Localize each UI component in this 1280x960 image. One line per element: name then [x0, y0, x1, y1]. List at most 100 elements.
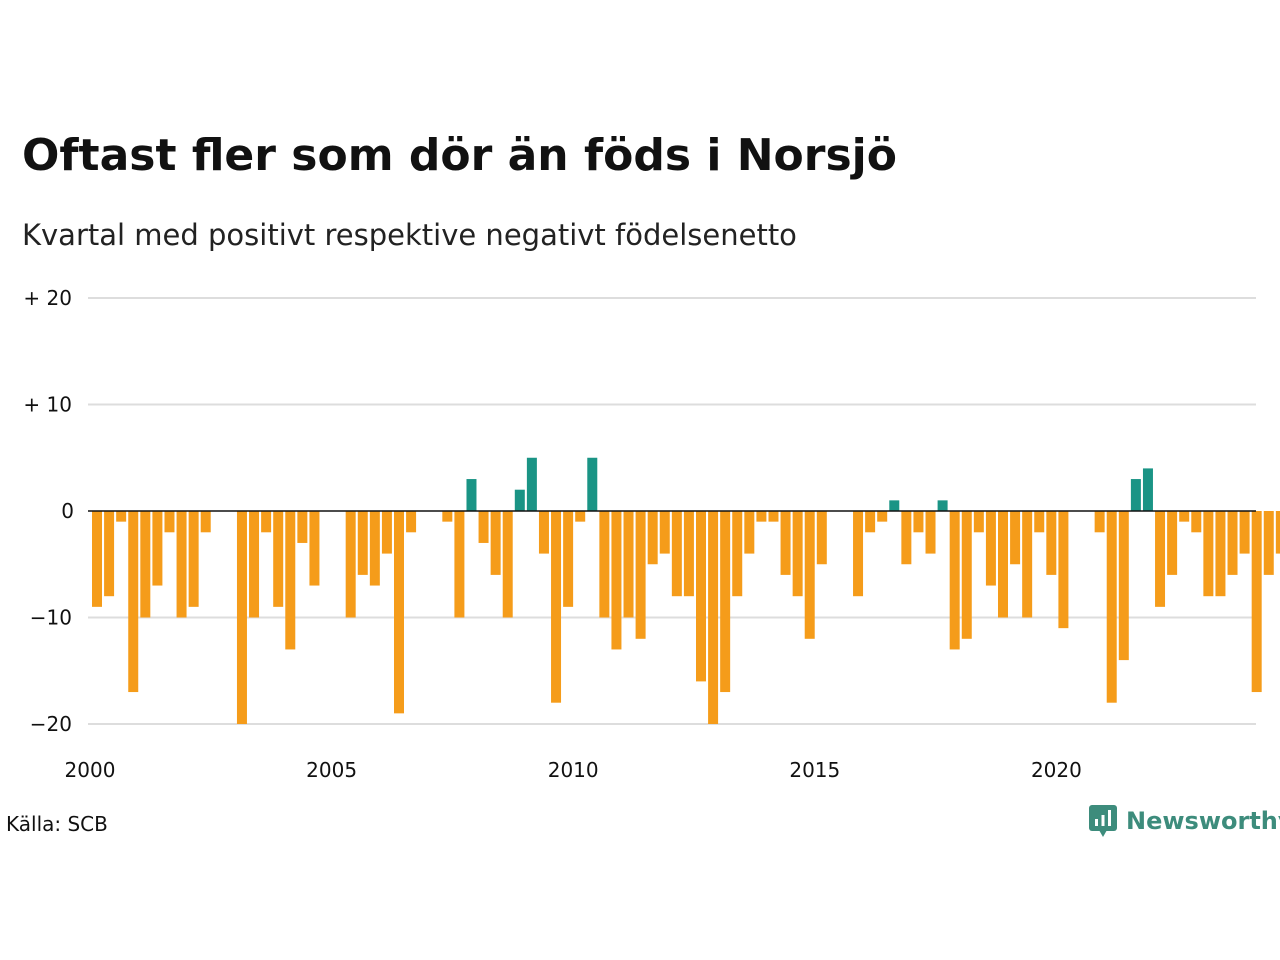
x-tick-label: 2010: [548, 758, 599, 782]
bar-negative: [381, 511, 392, 554]
bar-negative: [780, 511, 791, 575]
bar-negative: [357, 511, 368, 575]
bar-negative: [502, 511, 513, 618]
bar-negative: [454, 511, 465, 618]
x-tick-label: 2015: [789, 758, 840, 782]
bar-negative: [164, 511, 175, 533]
bar-negative: [647, 511, 658, 565]
bar-negative: [913, 511, 924, 533]
bar-negative: [1155, 511, 1166, 607]
bar-negative: [1022, 511, 1033, 618]
bar-negative: [1034, 511, 1045, 533]
bar-negative: [1106, 511, 1117, 703]
bar-negative: [804, 511, 815, 639]
bar-negative: [635, 511, 646, 639]
bar-negative: [236, 511, 247, 724]
bar-negative: [92, 511, 102, 607]
bar-negative: [671, 511, 682, 597]
bar-negative: [925, 511, 936, 554]
bar-negative: [708, 511, 719, 724]
bar-negative: [1275, 511, 1280, 554]
newsworthy-logo-icon: [1089, 805, 1117, 837]
bar-negative: [128, 511, 139, 693]
x-tick-label: 2020: [1031, 758, 1082, 782]
bar-negative: [273, 511, 284, 607]
bar-positive: [1130, 479, 1141, 511]
bar-negative: [140, 511, 151, 618]
bar-negative: [442, 511, 453, 522]
bar-negative: [1010, 511, 1021, 565]
source-note: Källa: SCB: [6, 812, 108, 836]
y-tick-labels: + 20 + 10 0 −10 −20: [23, 286, 74, 736]
grid-lines: [88, 297, 1256, 725]
bar-negative: [1263, 511, 1274, 575]
bar-negative: [200, 511, 211, 533]
bar-negative: [538, 511, 549, 554]
bar-negative: [176, 511, 187, 618]
bar-negative: [756, 511, 767, 522]
bar-negative: [309, 511, 320, 586]
bar-negative: [1094, 511, 1105, 533]
bar-negative: [1167, 511, 1178, 575]
brand-name: Newsworthy: [1126, 807, 1280, 835]
bar-negative: [261, 511, 272, 533]
y-tick-label: −20: [30, 712, 72, 736]
bar-negative: [575, 511, 586, 522]
bar-negative: [1227, 511, 1238, 575]
newsworthy-logo: Newsworthy: [1088, 804, 1280, 838]
bar-negative: [949, 511, 960, 650]
bar-chart: + 20 + 10 0 −10 −20 2000 2005 2010 2015 2020: [23, 286, 1280, 782]
y-tick-label: 0: [61, 499, 74, 523]
bar-negative: [152, 511, 163, 586]
bar-negative: [369, 511, 380, 586]
bar-negative: [406, 511, 417, 533]
bar-positive: [1142, 468, 1153, 511]
bar-negative: [961, 511, 972, 639]
bar-negative: [297, 511, 308, 543]
bar-negative: [1215, 511, 1226, 597]
x-tick-labels: 2000 2005 2010 2015 2020: [65, 758, 1082, 782]
bar-negative: [394, 511, 404, 714]
bar-negative: [249, 511, 260, 618]
bar-positive: [514, 489, 525, 511]
bar-negative: [732, 511, 743, 597]
bar-negative: [985, 511, 996, 586]
bar-negative: [1191, 511, 1202, 533]
bar-positive: [526, 457, 537, 511]
bar-negative: [1251, 511, 1262, 693]
x-tick-label: 2000: [65, 758, 116, 782]
bar-negative: [1058, 511, 1069, 629]
bar-negative: [285, 511, 296, 650]
bar-negative: [116, 511, 127, 522]
bar-positive: [466, 479, 477, 511]
bar-negative: [768, 511, 779, 522]
bar-negative: [865, 511, 876, 533]
bar-negative: [998, 511, 1008, 618]
y-tick-label: −10: [30, 606, 72, 630]
bar-negative: [551, 511, 562, 703]
bar-negative: [816, 511, 827, 565]
bar-negative: [720, 511, 731, 693]
bar-negative: [792, 511, 803, 597]
y-tick-label: + 10: [23, 393, 72, 417]
bar-negative: [853, 511, 864, 597]
bar-negative: [188, 511, 199, 607]
bar-negative: [104, 511, 115, 597]
bar-negative: [901, 511, 912, 565]
bar-negative: [599, 511, 610, 618]
bar-negative: [683, 511, 694, 597]
bar-negative: [877, 511, 888, 522]
bar-positive: [937, 500, 948, 511]
chart-title: Oftast fler som dör än föds i Norsjö: [22, 130, 897, 181]
bar-positive: [587, 457, 598, 511]
y-tick-label: + 20: [23, 286, 72, 310]
bar-negative: [1203, 511, 1214, 597]
bar-negative: [744, 511, 755, 554]
bar-negative: [973, 511, 984, 533]
bar-negative: [1118, 511, 1129, 661]
bar-negative: [563, 511, 574, 607]
x-tick-label: 2005: [306, 758, 357, 782]
bar-negative: [623, 511, 634, 618]
bar-negative: [659, 511, 670, 554]
bar-negative: [611, 511, 622, 650]
